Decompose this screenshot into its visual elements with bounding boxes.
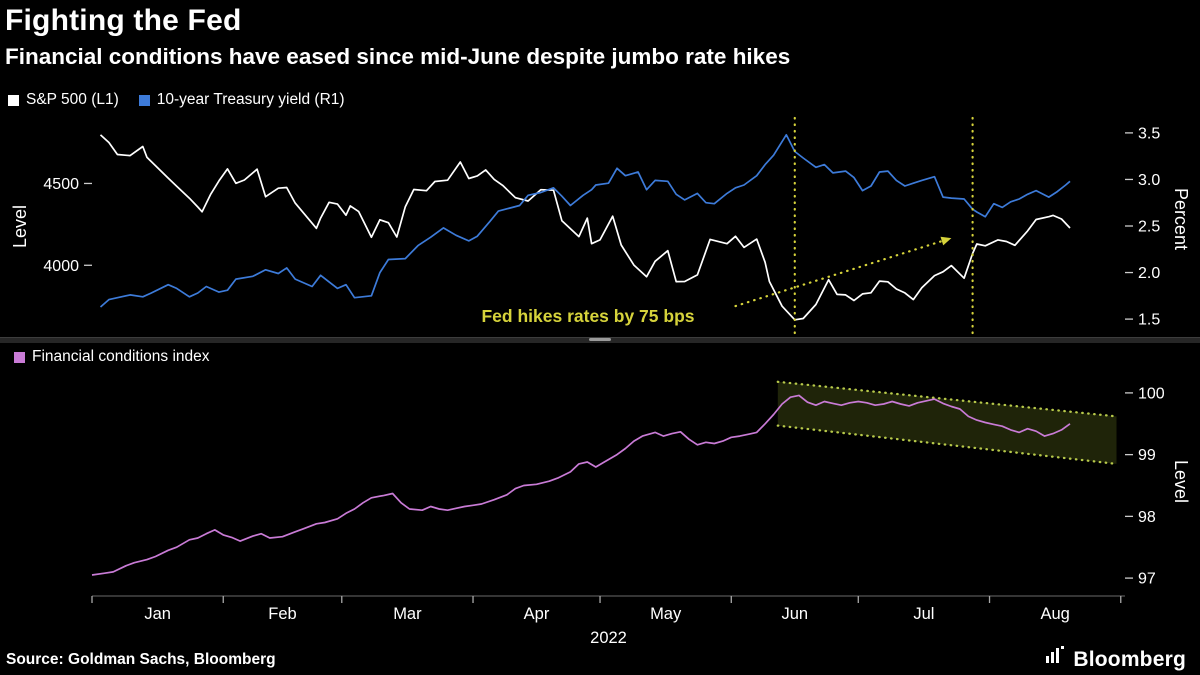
chart-subtitle: Financial conditions have eased since mi… bbox=[5, 44, 791, 69]
y-tick-label: 2.5 bbox=[1138, 219, 1160, 236]
series-s-p-500-l1- bbox=[99, 134, 1071, 321]
y-tick-label: 1.5 bbox=[1138, 312, 1160, 329]
bottom-right-axis-title: Level bbox=[1171, 460, 1191, 504]
x-axis: Jan Feb Mar Apr May Jun Jul Aug 2022 bbox=[91, 595, 1125, 647]
chart-title: Fighting the Fed bbox=[5, 4, 242, 37]
legend-item-fci: Financial conditions index bbox=[14, 348, 210, 366]
x-tick-label: Jul bbox=[913, 605, 934, 623]
bloomberg-logo-icon bbox=[1045, 646, 1065, 670]
x-tick-label: Aug bbox=[1040, 605, 1069, 623]
y-tick-label: 98 bbox=[1138, 509, 1156, 526]
series-financial-conditions-index bbox=[91, 394, 1071, 576]
year-label: 2022 bbox=[590, 629, 627, 647]
legend-label-sp500: S&P 500 (L1) bbox=[26, 91, 119, 108]
y-tick-label: 3.0 bbox=[1138, 172, 1160, 189]
panel-top: 4500 4000 3.5 3.0 2.5 2.0 1.5 Fed hikes rates b… bbox=[43, 116, 1160, 336]
legend-item-sp500: S&P 500 (L1) bbox=[8, 91, 119, 109]
y-tick-label: 2.0 bbox=[1138, 265, 1160, 282]
fci-swatch bbox=[14, 351, 25, 363]
y-tick-label: 3.5 bbox=[1138, 125, 1160, 142]
fed-hikes-annotation: Fed hikes rates by 75 bps bbox=[481, 306, 694, 326]
y-tick-label: 97 bbox=[1138, 571, 1156, 588]
legend-item-treasury: 10-year Treasury yield (R1) bbox=[138, 91, 345, 109]
legend-label-fci: Financial conditions index bbox=[32, 348, 210, 365]
bloomberg-wordmark: Bloomberg bbox=[1073, 648, 1186, 671]
panel-resize-handle[interactable] bbox=[589, 338, 611, 341]
x-tick-label: Jun bbox=[781, 605, 808, 623]
x-tick-label: May bbox=[650, 605, 682, 623]
x-tick-label: Apr bbox=[524, 605, 550, 623]
panel-bottom: 100 99 98 97 bbox=[91, 380, 1165, 588]
legend-top: S&P 500 (L1) 10-year Treasury yield (R1) bbox=[8, 91, 345, 109]
y-tick-label: 99 bbox=[1138, 447, 1156, 464]
x-tick-label: Jan bbox=[144, 605, 171, 623]
series-10-year-treasury-yield-r1- bbox=[99, 133, 1071, 308]
annotation-arrow-line bbox=[734, 237, 953, 308]
x-tick-label: Mar bbox=[393, 605, 422, 623]
top-left-axis-title: Level bbox=[10, 204, 30, 248]
treasury-swatch bbox=[138, 94, 150, 106]
source-note: Source: Goldman Sachs, Bloomberg bbox=[6, 651, 276, 668]
annotation-arrowhead bbox=[940, 236, 952, 246]
y-tick-label: 4500 bbox=[43, 176, 79, 193]
y-tick-label: 4000 bbox=[43, 258, 79, 275]
legend-bottom: Financial conditions index bbox=[14, 348, 210, 366]
sp500-swatch bbox=[8, 94, 19, 106]
y-tick-label: 100 bbox=[1138, 385, 1165, 402]
legend-label-treasury: 10-year Treasury yield (R1) bbox=[156, 91, 345, 108]
x-tick-label: Feb bbox=[268, 605, 296, 623]
bloomberg-logo: Bloomberg bbox=[1045, 646, 1186, 672]
trend-channel-fill bbox=[777, 381, 1117, 464]
top-right-axis-title: Percent bbox=[1171, 188, 1191, 251]
